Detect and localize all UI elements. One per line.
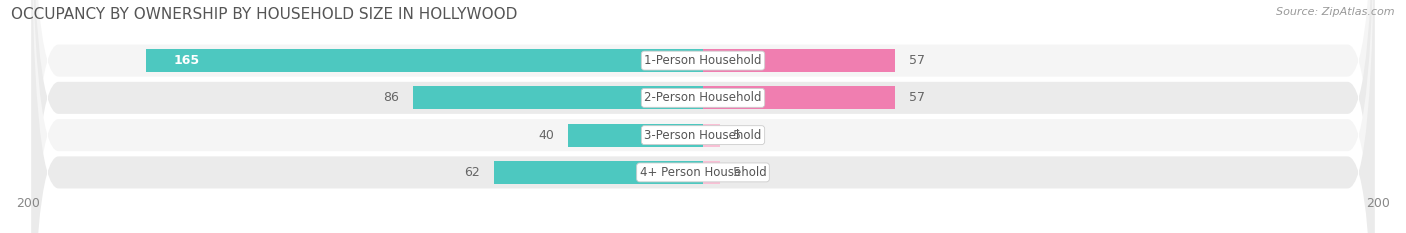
Bar [146, 49, 703, 72]
FancyBboxPatch shape [31, 0, 1375, 233]
Text: 86: 86 [384, 91, 399, 104]
Bar [703, 123, 720, 147]
Text: 57: 57 [908, 91, 925, 104]
Bar [703, 49, 896, 72]
Text: Source: ZipAtlas.com: Source: ZipAtlas.com [1277, 7, 1395, 17]
Text: OCCUPANCY BY OWNERSHIP BY HOUSEHOLD SIZE IN HOLLYWOOD: OCCUPANCY BY OWNERSHIP BY HOUSEHOLD SIZE… [11, 7, 517, 22]
Text: 5: 5 [734, 129, 741, 142]
FancyBboxPatch shape [31, 0, 1375, 233]
Bar [413, 86, 703, 110]
Text: 2-Person Household: 2-Person Household [644, 91, 762, 104]
Bar [494, 161, 703, 184]
Text: 62: 62 [464, 166, 481, 179]
Text: 57: 57 [908, 54, 925, 67]
Text: 3-Person Household: 3-Person Household [644, 129, 762, 142]
Text: 1-Person Household: 1-Person Household [644, 54, 762, 67]
Bar [703, 161, 720, 184]
FancyBboxPatch shape [31, 0, 1375, 233]
FancyBboxPatch shape [31, 0, 1375, 233]
Text: 5: 5 [734, 166, 741, 179]
Text: 165: 165 [173, 54, 200, 67]
Text: 4+ Person Household: 4+ Person Household [640, 166, 766, 179]
Bar [568, 123, 703, 147]
Text: 40: 40 [538, 129, 554, 142]
Bar [703, 86, 896, 110]
